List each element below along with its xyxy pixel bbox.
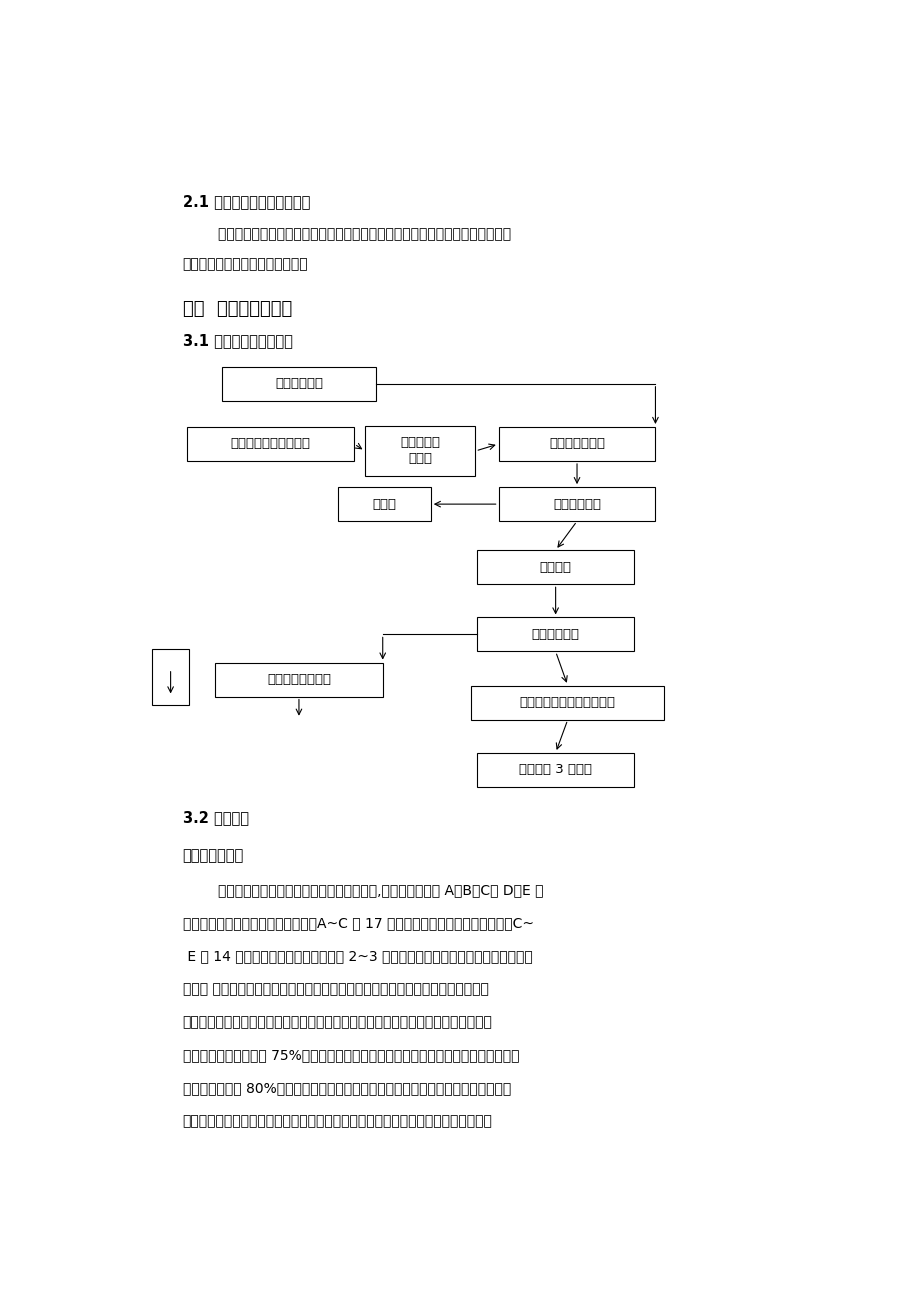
Text: 重复上面 3 项工作: 重复上面 3 项工作 xyxy=(518,763,592,776)
FancyBboxPatch shape xyxy=(477,617,633,651)
Text: 我项目部组织会同业主、监理、勘察单位，形成统一意见制定操作控制关键点后再按: 我项目部组织会同业主、监理、勘察单位，形成统一意见制定操作控制关键点后再按 xyxy=(183,1016,492,1030)
Text: 防护栏: 防护栏 xyxy=(372,497,396,510)
Text: 锄杆、土钉挡墙施: 锄杆、土钉挡墙施 xyxy=(267,673,331,686)
Text: 坡顶排水系
统施工: 坡顶排水系 统施工 xyxy=(400,436,439,466)
Text: 个施工段，由南往北依次跳挖施工。A~C 段 17 根框依次采用人工挖孔跳挖成型；C~: 个施工段，由南往北依次跳挖施工。A~C 段 17 根框依次采用人工挖孔跳挖成型；… xyxy=(183,917,533,930)
Text: 支护框施工顺序: 支护框施工顺序 xyxy=(183,848,244,863)
FancyBboxPatch shape xyxy=(222,367,375,401)
FancyBboxPatch shape xyxy=(477,551,633,585)
Text: 前期土方挖运: 前期土方挖运 xyxy=(275,378,323,391)
Text: 支护框施工带场地平整: 支护框施工带场地平整 xyxy=(230,437,310,450)
Text: E 段 14 根框同时跟进施工；每个区分 2~3 个施工段同时打进，闭合成一个独立的支: E 段 14 根框同时跟进施工；每个区分 2~3 个施工段同时打进，闭合成一个独… xyxy=(183,949,532,963)
Text: 分层开挖土方: 分层开挖土方 xyxy=(531,628,579,641)
Text: 人工挖孔框开挖: 人工挖孔框开挖 xyxy=(549,437,605,450)
FancyBboxPatch shape xyxy=(498,487,654,521)
FancyBboxPatch shape xyxy=(215,663,382,697)
FancyBboxPatch shape xyxy=(338,487,430,521)
Bar xyxy=(152,650,189,704)
Text: 护体系 在支护框大量开始施工前，先打二根试框，取得第一手原始打框数据后，由: 护体系 在支护框大量开始施工前，先打二根试框，取得第一手原始打框数据后，由 xyxy=(183,982,488,996)
FancyBboxPatch shape xyxy=(498,427,654,461)
Text: 三．  施工布置和进度: 三． 施工布置和进度 xyxy=(183,299,291,318)
Text: 冠梁施工: 冠梁施工 xyxy=(539,561,571,574)
Text: 稳定的支护体系后，再下挖一层土体，直到坑底完成土方挖运工作。继续降排水一直: 稳定的支护体系后，再下挖一层土体，直到坑底完成土方挖运工作。继续降排水一直 xyxy=(183,1115,492,1129)
Text: 当冠梁强度达到 80%以后开始土方开挖。每挖一层立即做钉筋挂网，浇喷射砖。形成: 当冠梁强度达到 80%以后开始土方开挖。每挖一层立即做钉筋挂网，浇喷射砖。形成 xyxy=(183,1082,510,1095)
Text: 2.1 施工方法及机械的选择：: 2.1 施工方法及机械的选择： xyxy=(183,194,310,210)
Text: 此施工。在框强度达到 75%要求后，及时开挖框头部分土方，破除框头进行冠梁施工。: 此施工。在框强度达到 75%要求后，及时开挖框头部分土方，破除框头进行冠梁施工。 xyxy=(183,1048,518,1062)
Text: 根据现场实际场地移交条件和支护设计方案,决定该支护段分 A、B、C、 D、E 五: 根据现场实际场地移交条件和支护设计方案,决定该支护段分 A、B、C、 D、E 五 xyxy=(183,883,542,897)
Text: 3.2 基本步序: 3.2 基本步序 xyxy=(183,810,248,825)
FancyBboxPatch shape xyxy=(187,427,354,461)
Text: 放边坡、护坡: 放边坡、护坡 xyxy=(552,497,600,510)
FancyBboxPatch shape xyxy=(365,426,475,477)
Text: 3.1 支护施工总体工序图: 3.1 支护施工总体工序图 xyxy=(183,333,292,348)
Text: 根据本场地地质特点、工期要求，结合我单位在同类工程中的施工经验，我部计: 根据本场地地质特点、工期要求，结合我单位在同类工程中的施工经验，我部计 xyxy=(183,228,510,241)
Text: 框间钉筋挂网、喷射砖施工: 框间钉筋挂网、喷射砖施工 xyxy=(519,697,615,710)
FancyBboxPatch shape xyxy=(471,686,664,720)
FancyBboxPatch shape xyxy=(477,753,633,786)
Text: 划采用人工挖孔的方式进行成孔。: 划采用人工挖孔的方式进行成孔。 xyxy=(183,258,308,272)
